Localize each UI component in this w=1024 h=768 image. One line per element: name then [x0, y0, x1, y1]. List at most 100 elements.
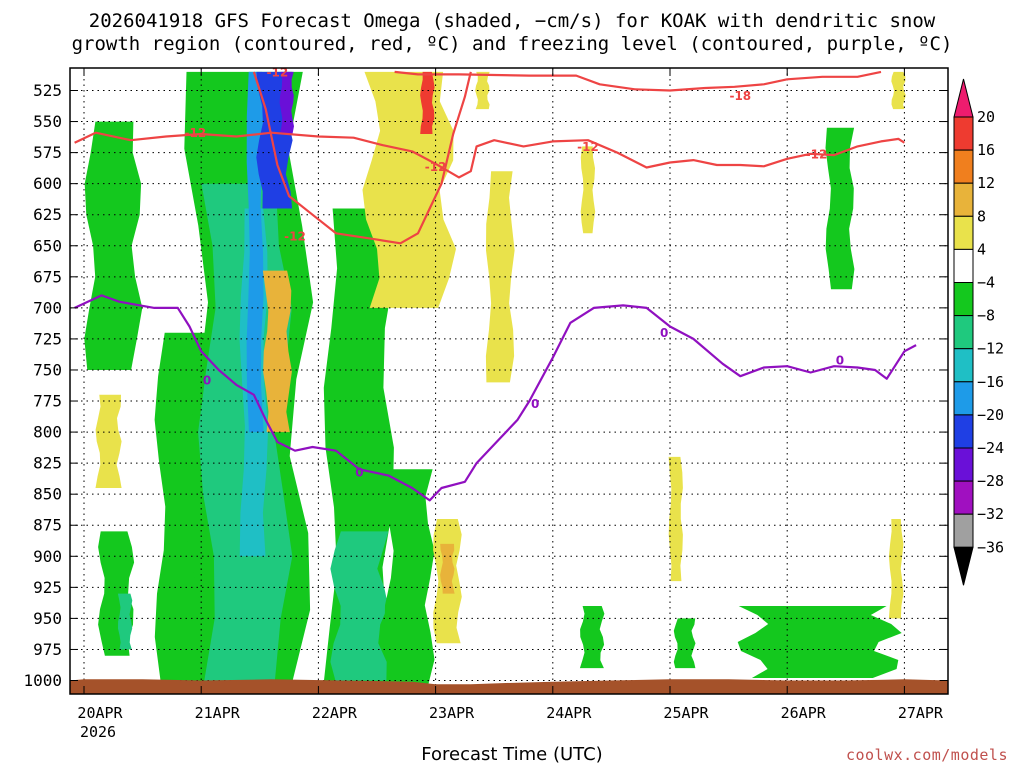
colorbar-swatch-8 — [953, 348, 974, 383]
omega-region-16 — [384, 469, 435, 687]
colorbar-label-13: −36 — [977, 538, 1004, 556]
contour-label-1-0: -12 — [184, 126, 206, 140]
contour-lines: -18 -12 -12 -12 -12 -12 -12 0 0 0 0 0 — [74, 65, 917, 502]
colorbar-label-2: 12 — [977, 174, 995, 192]
y-tick-label-900: 900 — [33, 547, 62, 566]
x-tick-label-20APR: 20APR — [77, 704, 123, 722]
omega-region-29 — [888, 519, 904, 619]
contour-label-3-3: 0 — [660, 326, 668, 340]
colorbar-label-8: −16 — [977, 373, 1004, 391]
omega-colorbar: 20 16 12 8 4 −4 −8 −12 −16 −20 −24 −28 −32 −36 — [953, 78, 1004, 586]
colorbar-label-12: −32 — [977, 505, 1004, 523]
y-tick-label-675: 675 — [33, 267, 62, 286]
chart-title-line-2: growth region (contoured, red, ºC) and f… — [71, 33, 953, 55]
colorbar-swatch-2 — [953, 149, 974, 184]
omega-region-26 — [673, 618, 696, 669]
x-tick-label-22APR: 22APR — [312, 704, 358, 722]
freezing-level-contour-3 — [74, 294, 917, 502]
colorbar-bottom-arrow — [953, 546, 974, 586]
y-tick-label-950: 950 — [33, 609, 62, 628]
omega-region-13 — [262, 270, 292, 433]
colorbar-swatch-1 — [953, 116, 974, 151]
colorbar-label-0: 20 — [977, 108, 995, 126]
colorbar-swatch-4 — [953, 215, 974, 250]
colorbar-swatch-10 — [953, 414, 974, 449]
colorbar-label-9: −20 — [977, 406, 1004, 424]
x-tick-label-23APR: 23APR — [429, 704, 475, 722]
omega-region-18 — [420, 71, 435, 134]
colorbar-swatch-11 — [953, 447, 974, 482]
omega-region-27 — [825, 127, 855, 290]
colorbar-swatch-5 — [953, 248, 974, 283]
x-tick-label-25APR: 25APR — [663, 704, 709, 722]
colorbar-swatch-13 — [953, 513, 974, 548]
colorbar-label-7: −12 — [977, 340, 1004, 358]
colorbar-label-4: 4 — [977, 240, 986, 258]
x-year-label: 2026 — [80, 723, 116, 741]
y-tick-label-925: 925 — [33, 578, 62, 597]
omega-region-30 — [891, 71, 906, 110]
omega-region-28 — [737, 606, 902, 678]
y-tick-label-650: 650 — [33, 236, 62, 255]
temperature-contour-1 — [74, 131, 905, 179]
plot-frame — [69, 67, 949, 695]
y-tick-label-975: 975 — [33, 640, 62, 659]
chart-title-line-1: 2026041918 GFS Forecast Omega (shaded, −… — [88, 10, 936, 32]
y-tick-label-550: 550 — [33, 112, 62, 131]
y-tick-label-800: 800 — [33, 423, 62, 442]
y-tick-label-850: 850 — [33, 485, 62, 504]
contour-label-3-2: 0 — [531, 397, 539, 411]
colorbar-label-6: −8 — [977, 307, 995, 325]
y-tick-label-775: 775 — [33, 392, 62, 411]
pressure-axis: 525 550 575 600 625 650 675 700 725 750 775 800 825 8… — [23, 81, 948, 690]
time-axis: 20APR 21APR 22APR 23APR 24APR 25APR 26APR 27APR… — [77, 68, 944, 741]
y-tick-label-700: 700 — [33, 298, 62, 317]
temperature-contour-2 — [252, 71, 472, 245]
y-tick-label-750: 750 — [33, 360, 62, 379]
y-tick-label-875: 875 — [33, 516, 62, 535]
y-tick-label-575: 575 — [33, 143, 62, 162]
colorbar-swatch-7 — [953, 315, 974, 350]
x-tick-label-24APR: 24APR — [546, 704, 592, 722]
contour-label-2-0: -12 — [267, 65, 289, 79]
omega-region-23 — [580, 146, 596, 234]
colorbar-label-1: 16 — [977, 141, 995, 159]
contour-label-2-1: -12 — [284, 229, 306, 243]
omega-region-21 — [475, 71, 490, 110]
x-tick-label-27APR: 27APR — [898, 704, 944, 722]
y-tick-label-1000: 1000 — [23, 671, 62, 690]
omega-region-3 — [95, 394, 122, 488]
colorbar-swatch-6 — [953, 282, 974, 317]
contour-label-3-4: 0 — [836, 354, 844, 368]
omega-region-10 — [279, 71, 294, 134]
y-tick-label-825: 825 — [33, 454, 62, 473]
contour-label-0-0: -18 — [729, 89, 751, 103]
omega-region-17 — [362, 71, 456, 308]
contour-label-3-1: 0 — [355, 465, 363, 479]
colorbar-label-11: −28 — [977, 472, 1004, 490]
terrain-surface — [70, 679, 948, 694]
omega-region-25 — [579, 606, 605, 669]
omega-region-20 — [440, 543, 455, 594]
y-tick-label-600: 600 — [33, 174, 62, 193]
contour-label-1-1: -12 — [425, 160, 447, 174]
credit-text: coolwx.com/models — [845, 746, 1008, 764]
y-tick-label-625: 625 — [33, 205, 62, 224]
contour-label-1-3: -12 — [806, 147, 828, 161]
omega-region-24 — [668, 456, 683, 582]
y-tick-label-525: 525 — [33, 81, 62, 100]
colorbar-label-10: −24 — [977, 439, 1004, 457]
contour-label-1-2: -12 — [577, 140, 599, 154]
x-axis-title: Forecast Time (UTC) — [421, 744, 603, 765]
omega-region-15 — [330, 531, 389, 681]
y-tick-label-725: 725 — [33, 329, 62, 348]
colorbar-label-5: −4 — [977, 274, 995, 292]
temperature-contour-0 — [394, 70, 882, 92]
colorbar-label-3: 8 — [977, 207, 986, 225]
colorbar-swatch-3 — [953, 182, 974, 217]
contour-label-3-0: 0 — [203, 373, 211, 387]
omega-region-2 — [117, 593, 133, 650]
colorbar-swatch-9 — [953, 381, 974, 416]
x-tick-label-26APR: 26APR — [781, 704, 827, 722]
